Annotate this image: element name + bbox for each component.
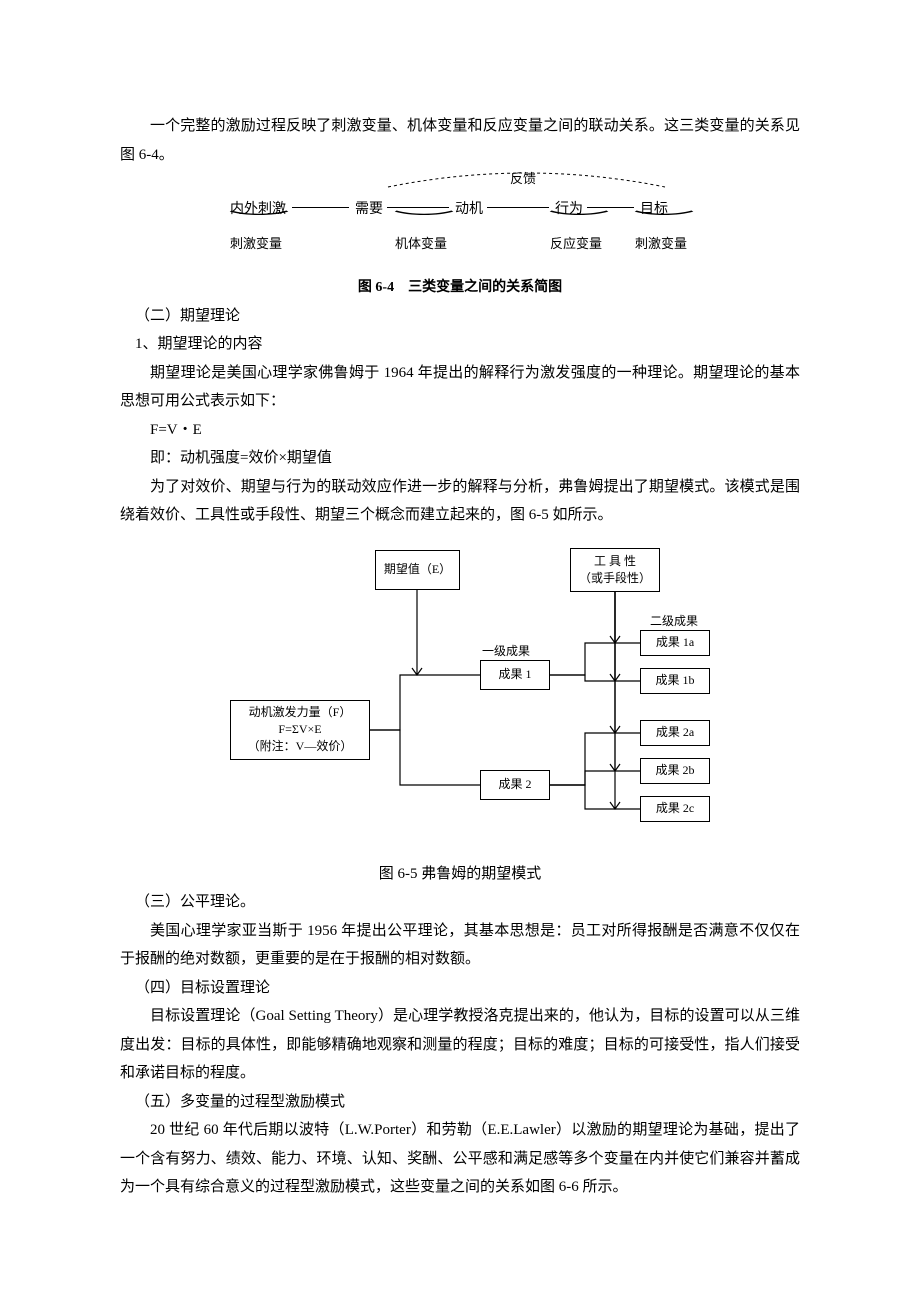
fig65-box-instr: 工 具 性（或手段性） [570,548,660,592]
figure-6-5: 期望值（E） 工 具 性（或手段性） 动机激发力量（F）F=ΣV×E（附注：V—效价… [180,540,740,850]
feedback-label: 反馈 [510,167,536,192]
heading-equity-theory: （三）公平理论。 [120,888,800,917]
fig64-connector [292,207,349,208]
fig64-sublabel: 刺激变量 [230,232,282,257]
fig65-edge [550,771,640,785]
fig65-box-out1b: 成果 1b [640,668,710,694]
fig65-box-out2b: 成果 2b [640,758,710,784]
paragraph: 20 世纪 60 年代后期以波特（L.W.Porter）和劳勒（E.E.Lawl… [120,1116,800,1202]
heading-expectancy-theory: （二）期望理论 [120,302,800,331]
paragraph: 目标设置理论（Goal Setting Theory）是心理学教授洛克提出来的，… [120,1002,800,1088]
page-root: 一个完整的激励过程反映了刺激变量、机体变量和反应变量之间的联动关系。这三类变量的… [0,0,920,1302]
fig64-sublabel: 刺激变量 [635,232,687,257]
fig64-brace: ︶ [548,217,610,223]
heading-multivariable: （五）多变量的过程型激励模式 [120,1088,800,1117]
fig64-node: 需要 [355,197,383,224]
fig65-box-motive: 动机激发力量（F）F=ΣV×E（附注：V—效价） [230,700,370,760]
fig65-edge [550,643,640,675]
fig65-edge [610,592,620,809]
fig65-label-level1: 一级成果 [482,640,530,663]
fig65-edge [550,675,640,681]
fig65-box-out2: 成果 2 [480,770,550,800]
fig65-box-out1: 成果 1 [480,660,550,690]
fig65-edge [550,785,640,809]
fig65-edge [370,675,480,730]
fig65-box-out2c: 成果 2c [640,796,710,822]
fig64-connector [387,207,449,208]
fig65-box-expect: 期望值（E） [375,550,460,590]
fig65-label-level2: 二级成果 [650,610,698,633]
heading-goal-setting: （四）目标设置理论 [120,974,800,1003]
fig65-edge [412,590,422,675]
paragraph: 美国心理学家亚当斯于 1956 年提出公平理论，其基本思想是：员工对所得报酬是否… [120,917,800,974]
paragraph: 一个完整的激励过程反映了刺激变量、机体变量和反应变量之间的联动关系。这三类变量的… [120,112,800,169]
formula-words: 即：动机强度=效价×期望值 [120,444,800,473]
fig64-brace: ︶ [228,217,290,223]
fig64-connector [587,207,634,208]
fig65-box-out1a: 成果 1a [640,630,710,656]
formula-fve: F=V・E [120,416,800,445]
figure-6-4-caption: 图 6-4 三类变量之间的关系简图 [120,275,800,302]
fig65-edge [370,730,480,785]
fig65-edge [550,733,640,785]
fig64-connector [487,207,549,208]
fig64-brace: ︶ [633,217,695,223]
fig64-sublabel: 反应变量 [550,232,602,257]
heading-expectancy-content: 1、期望理论的内容 [120,330,800,359]
fig64-brace: ︶ [393,217,455,223]
paragraph: 期望理论是美国心理学家佛鲁姆于 1964 年提出的解释行为激发强度的一种理论。期… [120,359,800,416]
figure-6-4: 反馈 内外刺激需要动机行为目标 ︶刺激变量︶机体变量︶反应变量︶刺激变量 [210,177,710,267]
fig64-sublabel: 机体变量 [395,232,447,257]
fig64-node: 动机 [455,197,483,224]
paragraph: 为了对效价、期望与行为的联动效应作进一步的解释与分析，弗鲁姆提出了期望模式。该模… [120,473,800,530]
figure-6-5-caption: 图 6-5 弗鲁姆的期望模式 [120,860,800,889]
fig65-box-out2a: 成果 2a [640,720,710,746]
